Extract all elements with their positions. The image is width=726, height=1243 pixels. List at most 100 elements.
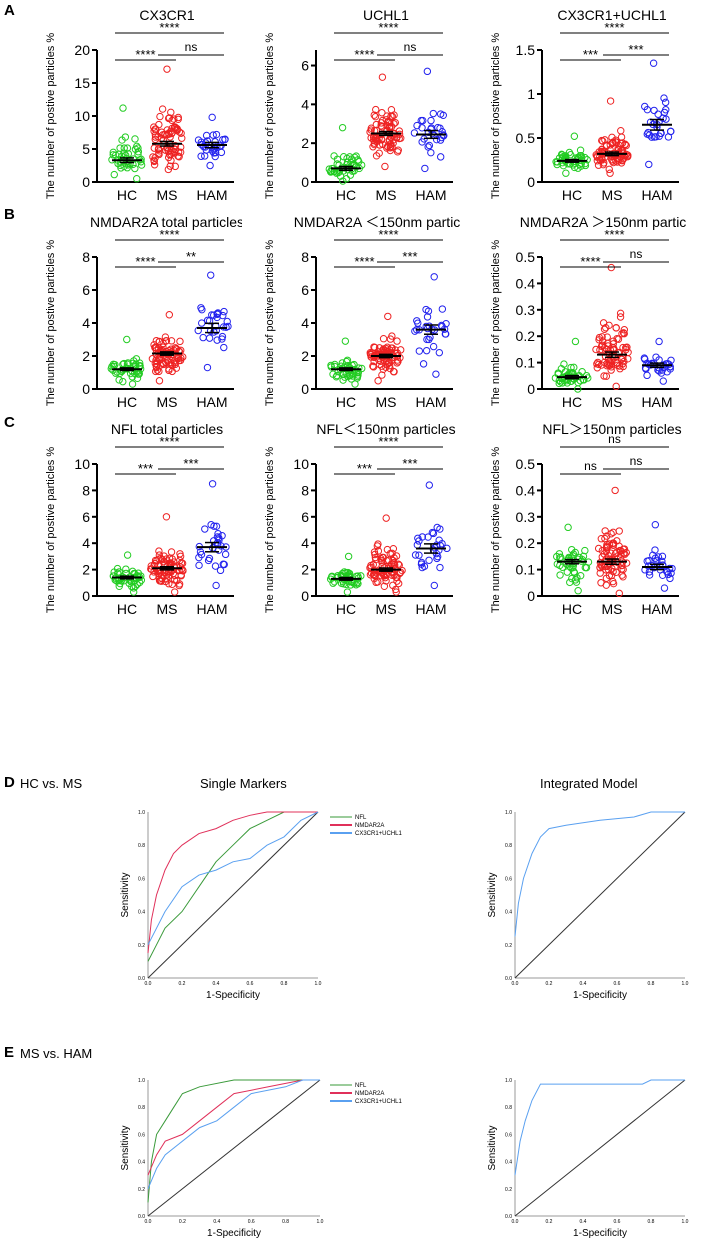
data-point [422, 346, 431, 355]
y-tick-label: 0.4 [138, 910, 145, 916]
data-point [343, 588, 352, 596]
data-point [128, 380, 137, 388]
data-point [620, 154, 628, 163]
data-point [220, 343, 228, 352]
data-point [119, 377, 127, 386]
data-point [418, 124, 426, 132]
data-point [338, 123, 347, 132]
significance-label: *** [138, 461, 153, 476]
data-point [613, 334, 621, 343]
x-tick-label: 1.0 [317, 1219, 324, 1225]
y-tick-label: 0.3 [516, 302, 536, 318]
data-point [389, 139, 397, 147]
data-point [342, 357, 351, 366]
data-point [336, 172, 345, 180]
data-point [210, 149, 218, 157]
data-point [582, 371, 591, 380]
significance-label: ns [630, 454, 643, 468]
y-tick-label: 8 [301, 249, 309, 265]
legend-label: NMDAR2A [355, 823, 384, 829]
y-tick-label: 0.4 [516, 482, 536, 498]
roc-plot-1: 0.00.0 0.2 0.2 0.4 0.4 0.6 0.6 0.8 0.8 1.0 1.0 1-Sp… [120, 810, 403, 1001]
data-point [161, 333, 170, 341]
data-point [171, 162, 179, 171]
data-point [167, 360, 175, 369]
category-label: HC [117, 394, 137, 410]
data-point [603, 562, 611, 571]
dot-plot-4: NMDAR2A total particles The number of pos… [45, 214, 242, 410]
data-point [133, 142, 141, 151]
y-tick-label: 0.2 [138, 943, 145, 949]
data-point [156, 112, 164, 121]
comparison-heading: HC vs. MS [20, 776, 82, 791]
legend-label: NFL [355, 815, 367, 821]
data-point [156, 356, 164, 364]
y-tick-label: 2 [82, 348, 90, 364]
data-point [391, 118, 399, 127]
data-point [617, 133, 626, 141]
data-point [557, 553, 565, 561]
roc-plot-3: 0.00.0 0.2 0.2 0.4 0.4 0.6 0.6 0.8 0.8 1.0 1.0 1-Sp… [120, 1078, 403, 1239]
significance-label: *** [402, 456, 417, 471]
data-point [423, 67, 432, 76]
data-point [155, 377, 164, 385]
data-point [609, 539, 618, 547]
data-point [152, 363, 161, 372]
data-point [159, 360, 168, 369]
y-tick-label: 0.8 [505, 1105, 512, 1111]
data-point [665, 564, 674, 573]
data-point [208, 480, 217, 488]
x-tick-label: 1.0 [682, 981, 689, 987]
dot-plot-1: CX3CR1 The number of postive particles % 0… [45, 7, 234, 203]
roc-curve-nmdar2a [147, 1079, 320, 1176]
data-point [369, 362, 377, 370]
x-tick-label: 0.8 [281, 981, 288, 987]
y-tick-label: 6 [301, 509, 309, 525]
data-point [154, 145, 163, 154]
data-point [655, 337, 663, 346]
data-point [556, 571, 564, 579]
significance-label: **** [159, 434, 179, 449]
data-point [174, 115, 182, 123]
y-tick-label: 0.5 [516, 456, 536, 472]
category-label: HC [336, 394, 356, 410]
data-point [648, 133, 656, 141]
data-point [622, 559, 631, 567]
data-point [568, 574, 576, 583]
data-point [148, 355, 157, 363]
data-point [608, 157, 617, 165]
category-label: MS [157, 601, 178, 617]
category-label: HAM [196, 394, 227, 410]
x-tick-label: 0.6 [247, 981, 254, 987]
data-point [433, 523, 441, 532]
y-tick-label: 0.5 [516, 249, 536, 265]
data-point [333, 371, 341, 380]
chart-title: CX3CR1+UCHL1 [557, 7, 667, 23]
data-point [609, 138, 617, 146]
data-point [650, 133, 659, 141]
data-point [658, 552, 667, 561]
data-point [387, 344, 396, 352]
data-point [123, 144, 132, 152]
y-tick-label: 0 [301, 381, 309, 397]
data-point [611, 486, 619, 495]
data-point [170, 359, 179, 367]
data-point [155, 149, 163, 157]
data-point [415, 551, 423, 559]
data-point [383, 112, 391, 120]
data-point [607, 530, 615, 538]
y-axis-label: The number of postive particles % [264, 240, 276, 407]
data-point [393, 148, 402, 156]
roc-curve-nmdar2a [147, 811, 318, 954]
data-point [433, 554, 441, 563]
data-point [203, 363, 212, 372]
data-point [574, 587, 582, 595]
data-point [389, 545, 398, 553]
data-point [137, 161, 146, 169]
y-tick-label: 15 [74, 75, 90, 91]
x-tick-label: 1.0 [315, 981, 322, 987]
chart-title: NFL total particles [111, 421, 223, 437]
data-point [206, 161, 214, 170]
data-point [149, 572, 157, 581]
data-point [397, 134, 405, 142]
